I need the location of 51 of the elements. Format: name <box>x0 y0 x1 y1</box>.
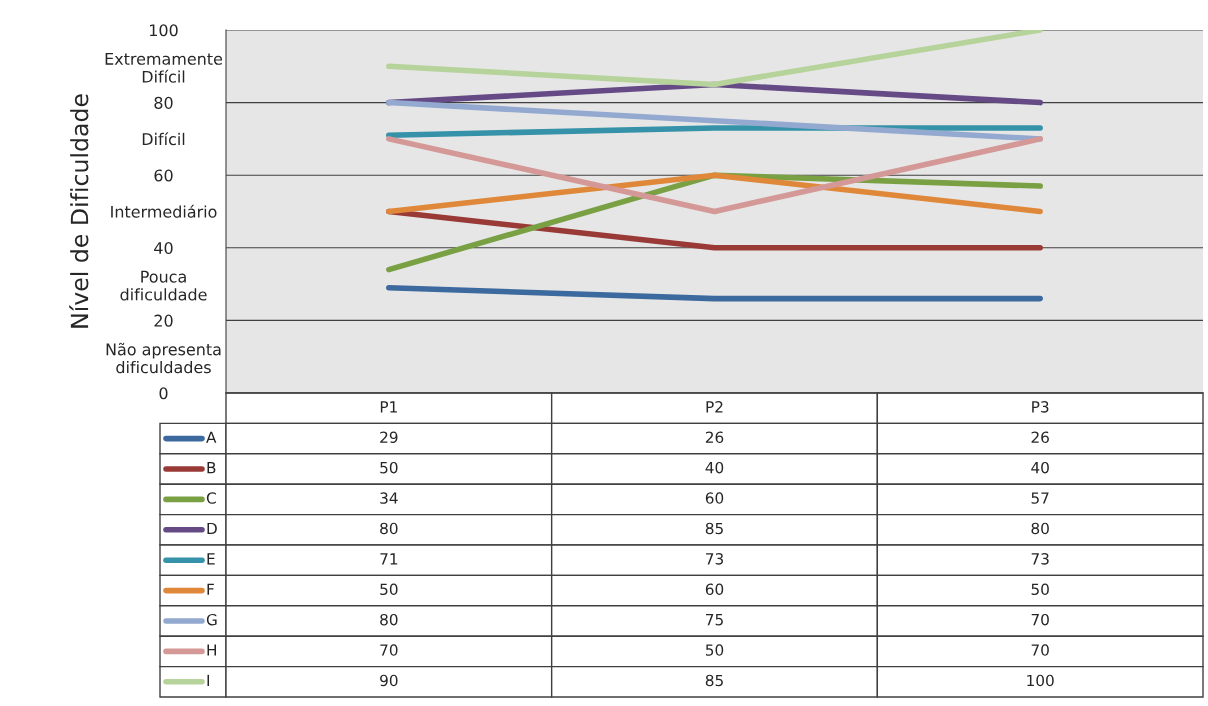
legend-label: H <box>207 644 216 656</box>
y-tick-label: Pouca dificuldade <box>120 270 207 301</box>
y-tick-label: 20 <box>154 314 173 327</box>
data-label: 50 <box>380 583 398 596</box>
legend-label: C <box>206 492 216 504</box>
legend-label: A <box>206 431 217 443</box>
data-label: 80 <box>380 522 398 535</box>
y-tick-label: Difícil <box>142 132 185 146</box>
legend-label: G <box>206 613 217 626</box>
data-label: 80 <box>380 613 398 626</box>
data-label: 34 <box>380 492 398 504</box>
data-label: 60 <box>705 583 724 596</box>
y-tick-label: Intermediário <box>111 204 217 218</box>
data-label: 60 <box>705 492 724 504</box>
legend-label: E <box>207 553 215 565</box>
data-label: 75 <box>706 614 723 626</box>
data-label: 50 <box>380 461 398 474</box>
y-tick-label: 80 <box>154 96 173 109</box>
data-label: 73 <box>706 553 723 565</box>
y-tick-label: 0 <box>159 387 168 400</box>
legend-label: F <box>207 583 214 595</box>
data-label: 57 <box>1031 492 1049 504</box>
data-label: 71 <box>380 553 398 565</box>
data-label: 50 <box>1031 583 1049 596</box>
data-label: 70 <box>1031 644 1049 656</box>
data-label: 50 <box>705 644 724 656</box>
data-label: 40 <box>1031 461 1049 474</box>
y-tick-label: Não apresenta dificuldades <box>106 342 221 374</box>
y-tick-label: Extremamente Difícil <box>105 52 223 83</box>
data-label: 70 <box>380 644 398 656</box>
data-label: 26 <box>1031 431 1049 444</box>
y-tick-label: 100 <box>150 24 178 37</box>
x-tick-label: P3 <box>1032 401 1049 413</box>
x-tick-label: P2 <box>706 401 723 413</box>
y-tick-label: 40 <box>154 242 173 255</box>
data-label: 70 <box>1031 613 1049 626</box>
data-label: 85 <box>705 674 723 687</box>
y-axis-title: Nível de Dificuldade <box>69 94 89 328</box>
data-label: 40 <box>705 461 724 474</box>
data-label: 80 <box>1031 522 1049 535</box>
data-label: 90 <box>380 674 398 687</box>
legend-label: B <box>207 462 216 474</box>
legend-label: I <box>207 674 210 687</box>
data-label: 73 <box>1031 553 1049 565</box>
data-label: 29 <box>380 431 398 444</box>
legend-label: D <box>207 522 217 535</box>
data-label: 100 <box>1027 674 1054 687</box>
x-tick-label: P1 <box>380 401 397 413</box>
data-label: 85 <box>705 522 723 535</box>
y-tick-label: 60 <box>154 169 173 182</box>
data-label: 26 <box>705 431 724 444</box>
